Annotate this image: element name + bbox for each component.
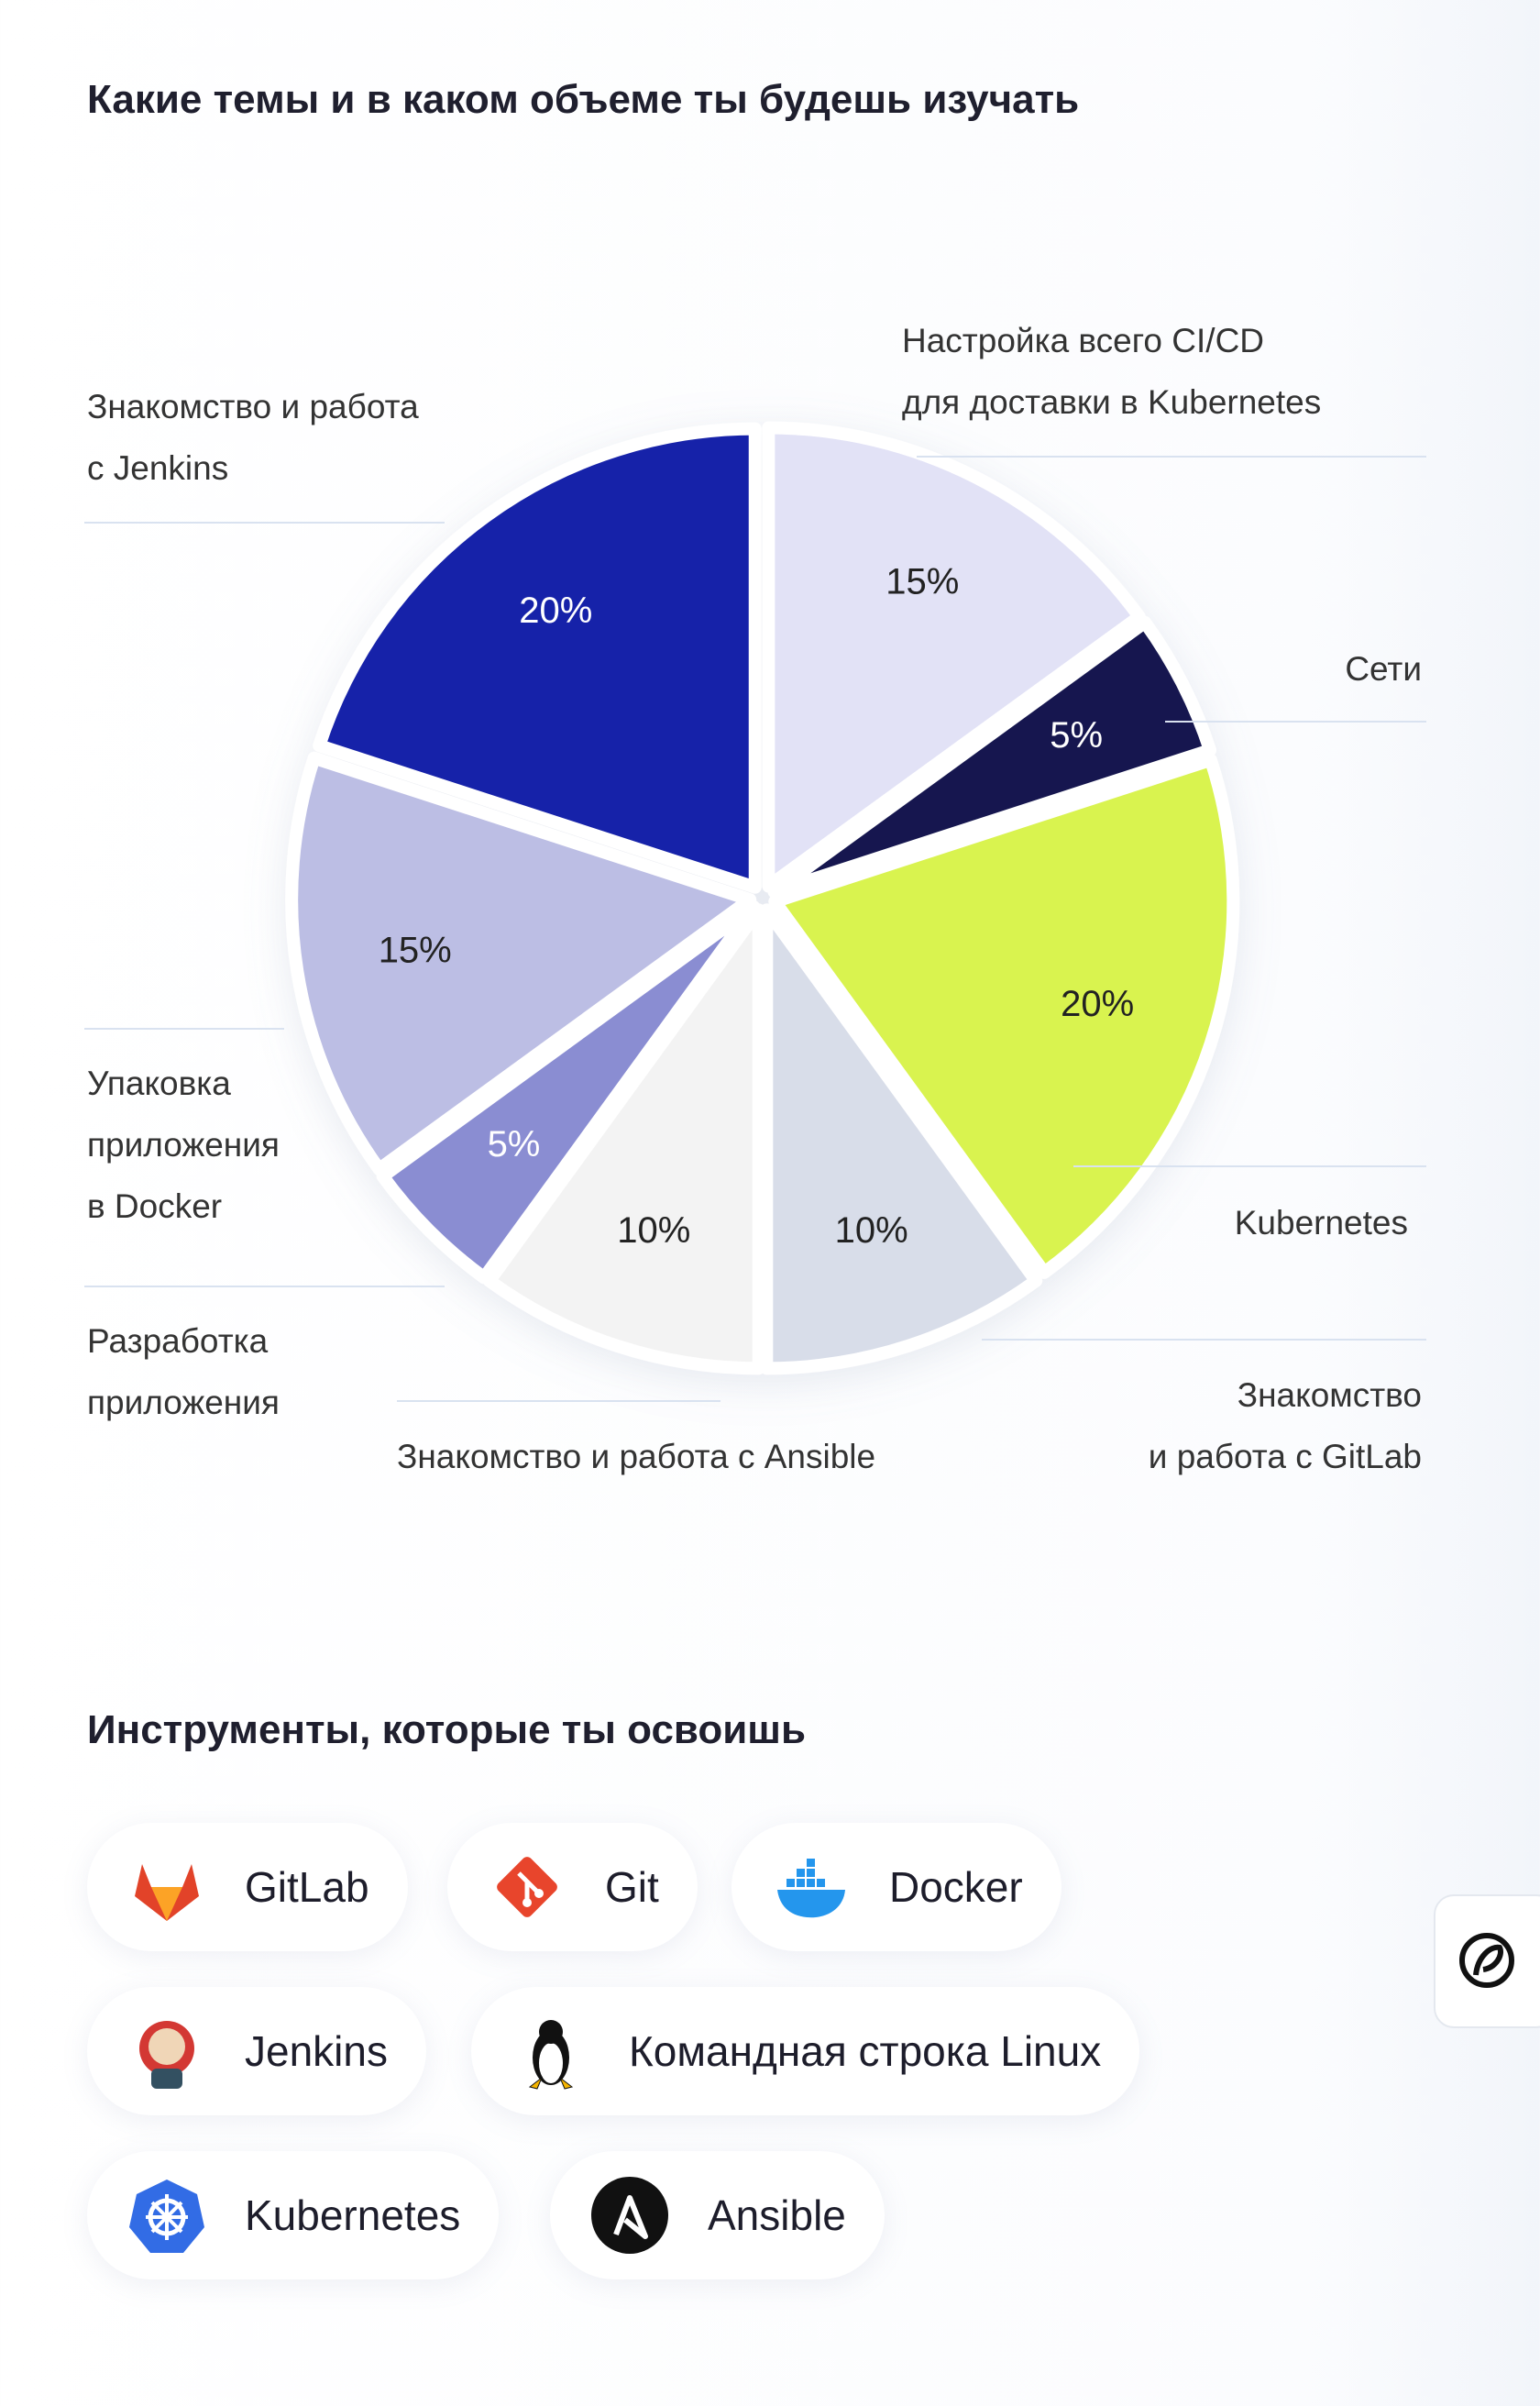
tool-icon [528, 2020, 574, 2090]
tools-title: Инструменты, которые ты освоишь [87, 1707, 807, 1752]
label-rule [84, 522, 445, 524]
label-rule [84, 1286, 445, 1287]
category-label: Сети [1345, 650, 1422, 688]
tool-pill: Ansible [550, 2151, 885, 2279]
tool-icon [129, 2180, 204, 2253]
slice-label: 10% [835, 1210, 908, 1251]
tool-pill: Kubernetes [87, 2151, 500, 2279]
category-label: Знакомство и работа с Jenkins [87, 388, 419, 487]
tool-icon [135, 1864, 199, 1921]
category-label: Разработка приложения [87, 1322, 280, 1421]
pie-slice [760, 903, 1043, 1375]
label-rule [982, 1339, 1426, 1341]
tool-pill: Docker [732, 1823, 1062, 1951]
category-label: Знакомство и работа с Ansible [397, 1438, 876, 1475]
chat-button[interactable] [1434, 1894, 1540, 2028]
label-rule [1073, 1165, 1426, 1167]
slice-label: 20% [1061, 984, 1134, 1024]
label-rule [917, 456, 1426, 458]
label-rule [84, 1028, 284, 1030]
tool-icon [139, 2021, 194, 2089]
slices [285, 421, 1240, 1375]
slice-label: 15% [379, 931, 452, 971]
category-label: Упаковка приложения в Docker [87, 1065, 280, 1225]
label-rule [397, 1400, 720, 1402]
tool-pill: GitLab [87, 1823, 408, 1951]
tool-pill: Git [447, 1823, 698, 1951]
slice-label: 20% [519, 590, 592, 631]
tool-icon [497, 1857, 557, 1917]
tool-pill: Jenkins [87, 1987, 426, 2115]
pie-slice [768, 753, 1240, 1279]
pie-slice [376, 899, 761, 1285]
slice-label: 10% [617, 1210, 690, 1251]
tool-name: GitLab [245, 1863, 369, 1911]
pie-slice [762, 421, 1146, 893]
pie-slice [482, 903, 765, 1375]
category-label: Настройка всего CI/CD для доставки в Kub… [902, 322, 1322, 421]
tool-icon [777, 1859, 845, 1918]
tool-name: Kubernetes [245, 2191, 461, 2239]
tool-name: Docker [889, 1863, 1023, 1911]
pie-slice [313, 422, 762, 894]
label-rule [1165, 721, 1426, 723]
chart-title: Какие темы и в каком объеме ты будешь из… [87, 77, 1080, 122]
tool-name: Командная строка Linux [629, 2027, 1102, 2075]
tool-name: Git [605, 1863, 659, 1911]
pie-slice [767, 615, 1216, 899]
slice-label: 5% [488, 1124, 541, 1164]
tool-pill: Командная строка Linux [471, 1987, 1140, 2115]
pie-slice [285, 751, 757, 1176]
tool-icon [591, 2177, 668, 2254]
slice-label: 5% [1050, 715, 1103, 756]
slice-label: 15% [886, 561, 959, 602]
pie-chart: 15% 5% 20% 10% 10% 5% 15% 20% [285, 421, 1240, 1375]
category-label: Kubernetes [1234, 1204, 1408, 1242]
category-label: Знакомство и работа с GitLab [1148, 1376, 1422, 1475]
tool-name: Ansible [708, 2191, 846, 2239]
chat-icon [1459, 1933, 1514, 1988]
tool-name: Jenkins [245, 2027, 388, 2075]
